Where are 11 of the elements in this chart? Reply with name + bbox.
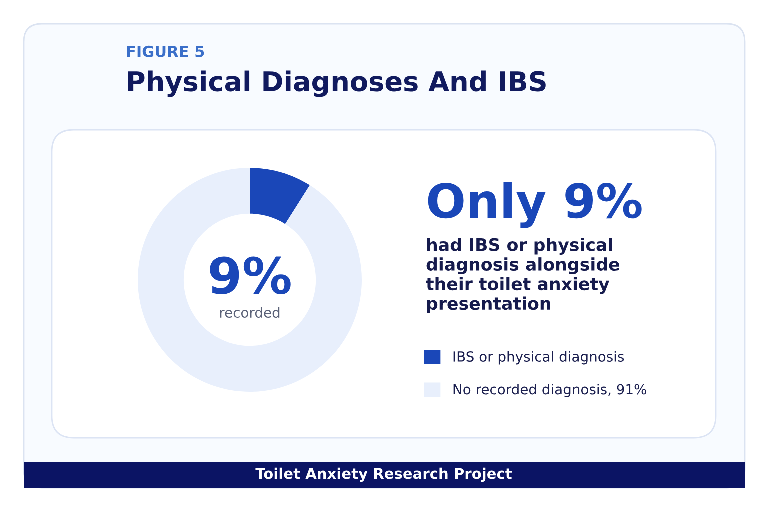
text: Only 9%: [428, 182, 642, 228]
chart-subtitle: FIGURE 5: [127, 46, 204, 58]
donut-slice: [138, 168, 362, 392]
legend-label: No recorded diagnosis, 91%: [454, 384, 646, 398]
text: had IBS or physical diagnosis alongside their toilet anxiety presentation: [426, 238, 620, 314]
text: Toilet Anxiety Research Project: [256, 468, 512, 482]
text: recorded: [220, 307, 280, 318]
text: 9%: [210, 256, 291, 295]
donut-slice: [250, 168, 310, 224]
chart-title: Physical Diagnoses And IBS: [128, 70, 546, 98]
legend-label: IBS or physical diagnosis: [454, 351, 624, 365]
